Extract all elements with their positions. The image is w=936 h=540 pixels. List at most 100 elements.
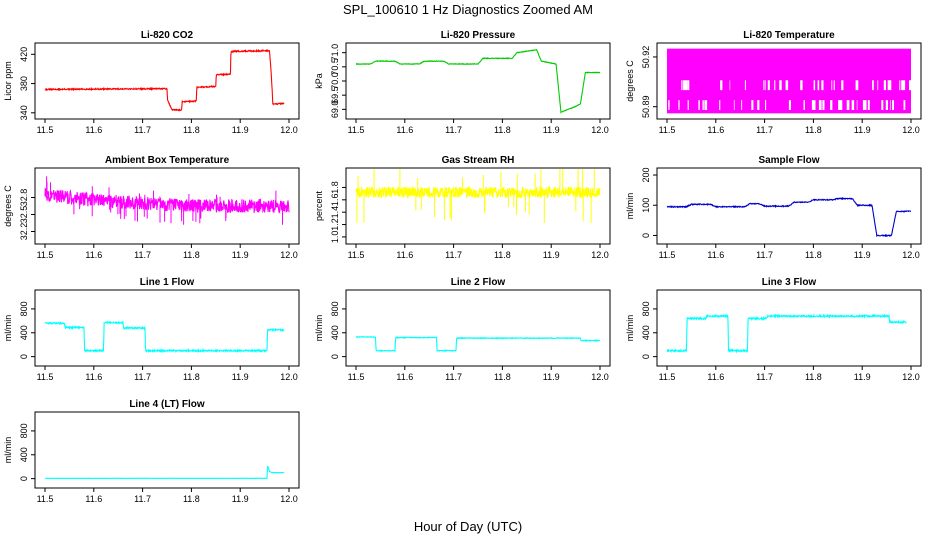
data-gaps [668,80,912,110]
y-tick-label: 800 [19,423,29,438]
panel-gas-stream-rh: Gas Stream RH percent 11.5 11.6 11.7 11.8 11.9… [314,155,611,260]
x-tick-label: 11.6 [85,250,102,260]
x-tick-label: 11.6 [707,250,724,260]
y-axis-label: ml/min [625,315,635,342]
panel-title: Sample Flow [758,155,819,166]
x-tick-label: 11.5 [37,125,54,135]
y-tick-label: 380 [19,76,29,91]
x-tick-label: 11.9 [854,250,871,260]
series-gas-stream-rh [355,169,601,224]
x-tick-label: 11.9 [232,125,249,135]
series-ambient-box-temperature [44,176,290,225]
panel-title: Line 4 (LT) Flow [129,399,205,410]
y-axis-label: percent [314,190,324,221]
x-tick-label: 11.9 [232,250,249,260]
panel-line2-flow: Line 2 Flow ml/min 11.5 11.6 11.7 11.8 11.9 12.… [314,277,611,382]
series-line1-flow [44,320,285,354]
panel-li820-co2: Li-820 CO2 Licor ppm 11.5 11.6 11.7 11.8 11.9 1… [3,30,300,135]
x-tick-label: 11.5 [348,250,365,260]
figure-xlabel: Hour of Day (UTC) [414,519,522,534]
x-tick-label: 11.6 [85,494,102,504]
data-spikes [46,176,283,225]
x-tick-label: 12.0 [280,250,298,260]
x-tick-label: 12.0 [591,372,609,382]
x-tick-label: 11.9 [854,125,871,135]
plot-frame [656,42,922,120]
y-tick-label: 0 [641,354,651,359]
x-tick-label: 11.7 [756,125,773,135]
panel-title: Li-820 Temperature [743,30,835,41]
x-tick-label: 11.8 [183,250,200,260]
y-tick-label: 32.8 [19,189,29,207]
data-line [44,187,290,215]
y-tick-label: 1.8 [330,181,340,194]
y-tick-label: 69.0 [330,101,340,119]
x-tick-label: 12.0 [280,494,298,504]
x-tick-label: 11.9 [854,372,871,382]
x-tick-label: 11.8 [494,372,511,382]
y-tick-label: 400 [19,447,29,462]
panel-ambient-box-temperature: Ambient Box Temperature degrees C 11.5 11.6… [3,155,300,260]
x-tick-label: 11.7 [756,250,773,260]
x-tick-label: 11.5 [348,372,365,382]
y-tick-label: 0 [19,476,29,481]
panel-line3-flow: Line 3 Flow ml/min 11.5 11.6 11.7 11.8 11.9 12.… [625,277,922,382]
x-tick-label: 11.8 [183,494,200,504]
y-axis-label: ml/min [314,315,324,342]
x-tick-label: 11.6 [85,372,102,382]
x-tick-label: 12.0 [902,125,920,135]
y-tick-label: 0 [330,354,340,359]
x-tick-label: 11.7 [134,494,151,504]
panel-sample-flow: Sample Flow ml/min 11.5 11.6 11.7 11.8 11.9 12.… [625,155,922,260]
x-tick-label: 11.8 [805,250,822,260]
y-tick-label: 0 [19,354,29,359]
x-tick-label: 11.5 [37,372,54,382]
x-tick-label: 11.5 [348,125,365,135]
y-axis-label: Licor ppm [3,61,13,101]
x-tick-label: 11.7 [134,125,151,135]
panel-li820-pressure: Li-820 Pressure kPa 11.5 11.6 11.7 11.8 11.9 12… [314,30,611,135]
y-tick-label: 1.2 [330,218,340,231]
data-line [44,320,285,354]
x-tick-label: 12.0 [591,250,609,260]
series-li820-co2 [44,48,285,112]
y-tick-label: 1.4 [330,206,340,219]
series-li820-temperature [667,48,912,114]
x-tick-label: 11.9 [232,372,249,382]
y-tick-label: 100 [641,198,651,213]
x-tick-label: 12.0 [902,372,920,382]
panel-title: Li-820 CO2 [141,30,194,41]
y-axis-label: degrees C [625,60,635,102]
y-tick-label: 340 [19,105,29,120]
panel-title: Ambient Box Temperature [105,155,230,166]
y-axis-label: ml/min [625,193,635,220]
plot-frame [345,167,611,245]
y-tick-label: 800 [19,301,29,316]
x-tick-label: 12.0 [902,250,920,260]
y-axis-label: ml/min [3,315,13,342]
panel-line1-flow: Line 1 Flow ml/min 11.5 11.6 11.7 11.8 11.9 12.… [3,277,300,382]
x-tick-label: 11.5 [659,250,676,260]
y-tick-label: 71.0 [330,44,340,62]
x-tick-label: 11.7 [445,125,462,135]
x-tick-label: 11.5 [659,372,676,382]
panel-title: Line 2 Flow [451,277,506,288]
y-tick-label: 69.5 [330,86,340,104]
x-tick-label: 11.6 [85,125,102,135]
series-li820-pressure [355,48,601,114]
plot-frame [656,167,922,245]
data-line [666,313,907,354]
data-line [355,335,601,353]
y-tick-label: 1.6 [330,194,340,207]
y-tick-label: 0 [641,233,651,238]
y-tick-label: 420 [19,47,29,62]
plot-frame [34,411,300,489]
data-line [44,48,285,112]
x-tick-label: 11.6 [707,372,724,382]
x-tick-label: 11.8 [805,125,822,135]
y-tick-label: 50.92 [641,46,651,69]
y-tick-label: 50.89 [641,95,651,118]
x-tick-label: 11.6 [396,250,413,260]
y-tick-label: 200 [641,168,651,183]
